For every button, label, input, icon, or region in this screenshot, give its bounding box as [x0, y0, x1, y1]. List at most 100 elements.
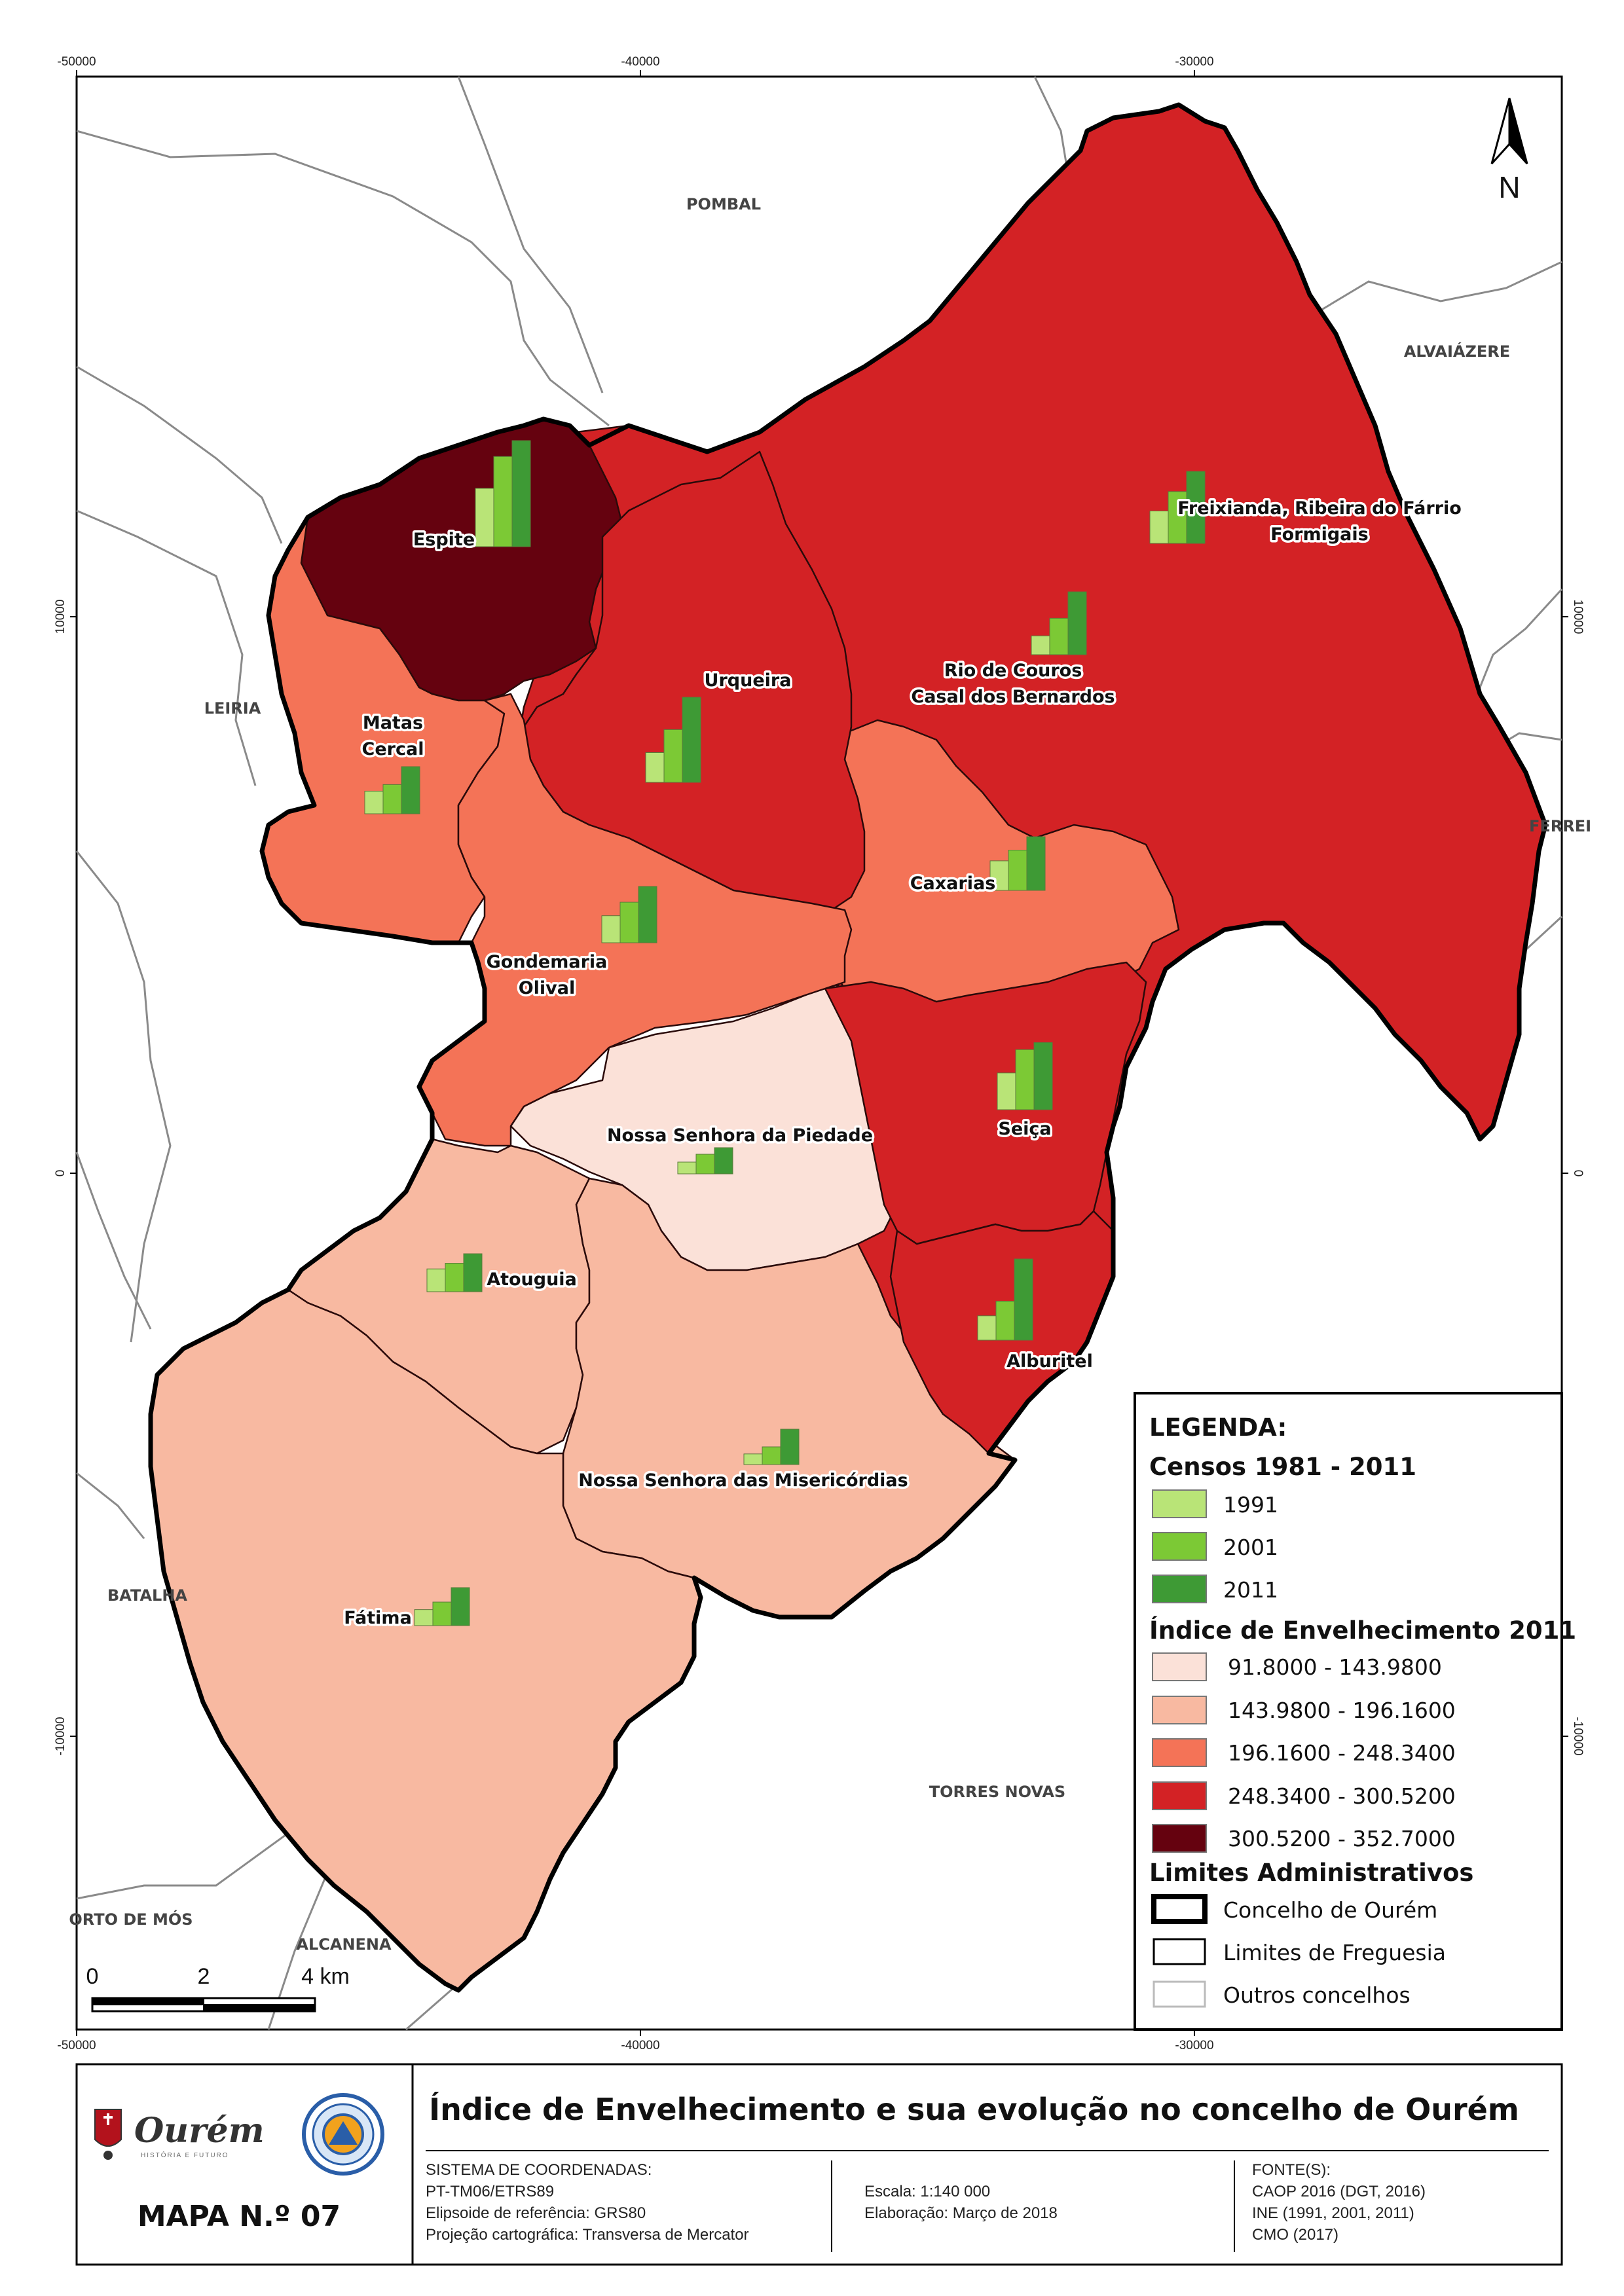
- legend-label-2001: 2001: [1223, 1535, 1278, 1560]
- north-arrow: N: [1490, 98, 1528, 204]
- census-bar-2001: [663, 729, 683, 783]
- brand-name: Ourém: [134, 2111, 265, 2151]
- label-leiria: LEIRIA: [204, 699, 261, 718]
- parish-label-rio-de-couros: Rio de Couros: [944, 661, 1082, 681]
- legend-label-index-5: 300.5200 - 352.7000: [1228, 1826, 1456, 1851]
- elaboration-text: Elaboração: Março de 2018: [864, 2204, 1058, 2222]
- legend-swatch-concelho: [1151, 1894, 1208, 1924]
- census-bar-1991: [1149, 511, 1169, 544]
- coord-system-line-2: PT-TM06/ETRS89: [426, 2183, 554, 2200]
- census-bar-2001: [445, 1263, 464, 1292]
- parish-label-urqueira: Urqueira: [705, 670, 792, 691]
- coord-right-3: -10000: [1571, 1717, 1585, 1755]
- legend-label-index-1: 91.8000 - 143.9800: [1228, 1654, 1442, 1680]
- sources-line-3: INE (1991, 2001, 2011): [1252, 2204, 1414, 2222]
- coord-system-line-1: SISTEMA DE COORDENADAS:: [426, 2161, 652, 2179]
- label-alvaiazere: ALVAIÁZERE: [1404, 342, 1510, 361]
- footer: Ourém HISTÓRIA E FUTURO MAPA N.º 07 Índi…: [75, 2063, 1563, 2266]
- census-bar-1991: [997, 1072, 1016, 1110]
- census-bar-2011: [463, 1253, 483, 1292]
- ourem-shield-icon: [94, 2109, 122, 2147]
- census-bar-2011: [780, 1429, 800, 1465]
- census-bar-charts: [364, 440, 1206, 1626]
- scale-label-0: 0: [86, 1964, 99, 1989]
- label-porto-de-mos: ORTO DE MÓS: [69, 1909, 193, 1929]
- label-pombal: POMBAL: [686, 195, 761, 213]
- scale-bar: 0 2 4 km: [86, 1964, 350, 2013]
- legend-swatch-2001: [1152, 1532, 1207, 1561]
- census-bar-2011: [682, 697, 701, 783]
- coord-top-3: -30000: [1175, 55, 1213, 69]
- coord-left-3: -10000: [54, 1717, 67, 1755]
- census-bar-2001: [762, 1446, 781, 1465]
- coord-right-2: 0: [1571, 1170, 1585, 1177]
- parish-label-atouguia: Atouguia: [487, 1269, 577, 1290]
- coord-top-2: -40000: [621, 55, 659, 69]
- census-bar-1991: [989, 860, 1009, 891]
- legend-census-title: Censos 1981 - 2011: [1149, 1453, 1416, 1481]
- north-label: N: [1498, 170, 1520, 204]
- label-ferreira: FERREI: [1529, 817, 1591, 835]
- census-bar-2011: [1026, 836, 1046, 891]
- parish-label-freixianda: Freixianda, Ribeira do Fárrio: [1177, 498, 1462, 519]
- parish-label-seica: Seiça: [998, 1119, 1051, 1139]
- parish-label-matas: Matas: [363, 713, 423, 733]
- coord-system-line-4: Projeção cartográfica: Transversa de Mer…: [426, 2226, 749, 2244]
- legend-label-1991: 1991: [1223, 1492, 1278, 1518]
- legend-label-index-2: 143.9800 - 196.1600: [1228, 1698, 1456, 1723]
- ourem-seal-dot-icon: [103, 2151, 113, 2160]
- civil-protection-logo: [302, 2093, 384, 2176]
- legend-limits-title: Limites Administrativos: [1149, 1859, 1473, 1887]
- label-batalha: BATALHA: [107, 1586, 187, 1605]
- census-bar-2011: [1186, 471, 1206, 544]
- census-bar-1991: [1031, 635, 1050, 655]
- label-alcanena: ALCANENA: [296, 1935, 392, 1954]
- coord-system-line-3: Elipsoide de referência: GRS80: [426, 2204, 646, 2222]
- census-bar-2011: [714, 1147, 733, 1175]
- legend-title: LEGENDA:: [1149, 1413, 1287, 1442]
- legend-label-index-3: 196.1600 - 248.3400: [1228, 1740, 1456, 1766]
- neighbour-labels: POMBAL ALVAIÁZERE LEIRIA FERREI BATALHA …: [69, 195, 1591, 1954]
- parish-label-formigais: Formigais: [1270, 524, 1368, 545]
- scale-text: Escala: 1:140 000: [864, 2183, 990, 2200]
- parish-label-espite: Espite: [413, 530, 475, 550]
- census-bar-2001: [995, 1300, 1015, 1341]
- sources-line-2: CAOP 2016 (DGT, 2016): [1252, 2183, 1426, 2200]
- parish-label-casal-dos-bernardos: Casal dos Bernardos: [911, 687, 1115, 707]
- census-bar-2011: [511, 440, 531, 547]
- legend-label-index-4: 248.3400 - 300.5200: [1228, 1783, 1456, 1809]
- census-bar-2001: [619, 902, 639, 943]
- coordinate-grid-labels: -50000 -40000 -30000 -50000 -40000 -3000…: [54, 55, 1585, 2052]
- census-bar-2011: [401, 766, 420, 814]
- census-bar-2001: [1015, 1049, 1035, 1110]
- legend-swatch-freguesia: [1153, 1938, 1206, 1965]
- legend-swatch-index-1: [1152, 1652, 1207, 1681]
- census-bar-1991: [677, 1161, 697, 1175]
- legend-label-freguesia: Limites de Freguesia: [1223, 1940, 1446, 1965]
- census-bar-1991: [364, 790, 384, 814]
- map-number: MAPA N.º 07: [138, 2200, 341, 2233]
- census-bar-1991: [743, 1453, 763, 1465]
- coord-right-1: 10000: [1571, 600, 1585, 634]
- parish-label-cercal: Cercal: [362, 739, 424, 759]
- legend-swatch-index-2: [1152, 1696, 1207, 1724]
- census-bar-2011: [1033, 1042, 1053, 1110]
- census-bar-2011: [451, 1587, 470, 1626]
- legend-label-outros: Outros concelhos: [1223, 1982, 1411, 2008]
- brand-subtitle: HISTÓRIA E FUTURO: [141, 2151, 229, 2159]
- parish-label-caxarias: Caxarias: [910, 873, 996, 894]
- parish-label-fatima: Fátima: [344, 1608, 412, 1628]
- scale-label-4: 4 km: [301, 1964, 350, 1989]
- census-bar-2011: [1067, 591, 1087, 655]
- scale-label-2: 2: [198, 1964, 210, 1989]
- census-bar-2001: [432, 1601, 452, 1626]
- legend-swatch-index-4: [1152, 1781, 1207, 1810]
- legend-swatch-2011: [1152, 1575, 1207, 1603]
- coord-bottom-3: -30000: [1175, 2039, 1213, 2052]
- legend-index-title: Índice de Envelhecimento 2011: [1149, 1616, 1576, 1645]
- parish-label-piedade: Nossa Senhora da Piedade: [607, 1125, 873, 1146]
- census-bar-2001: [382, 784, 402, 814]
- legend-label-2011: 2011: [1223, 1577, 1278, 1603]
- legend-label-concelho: Concelho de Ourém: [1223, 1897, 1437, 1923]
- census-bar-1991: [426, 1268, 446, 1292]
